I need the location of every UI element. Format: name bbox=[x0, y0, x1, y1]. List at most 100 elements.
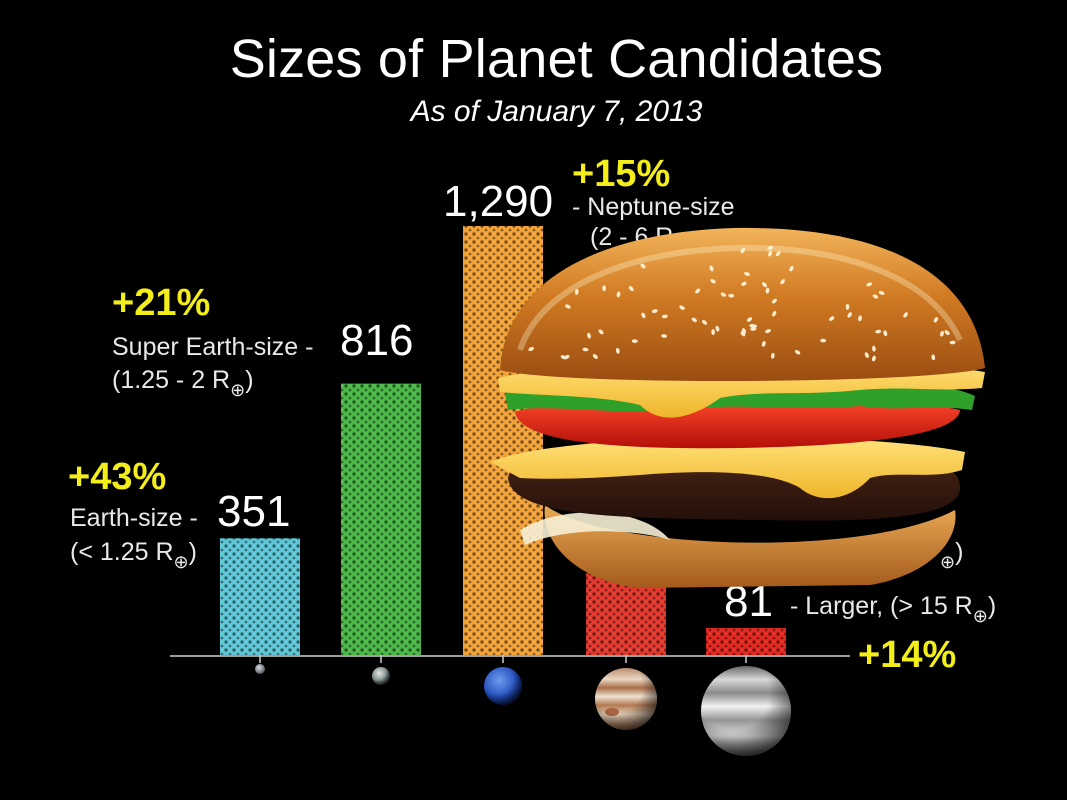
larger-range-close: ) bbox=[988, 592, 996, 620]
neptune-value-label: 1,290 bbox=[443, 177, 553, 226]
sesame-seed bbox=[740, 247, 746, 254]
sesame-seed bbox=[661, 334, 668, 338]
sesame-seed bbox=[709, 265, 714, 272]
sesame-seed bbox=[770, 352, 775, 359]
earth-pct-label: +43% bbox=[68, 456, 166, 498]
sesame-seed bbox=[847, 312, 852, 318]
sesame-seed bbox=[710, 278, 716, 284]
chart-subtitle: As of January 7, 2013 bbox=[410, 95, 703, 128]
sesame-seed bbox=[762, 282, 767, 288]
sesame-seed bbox=[931, 354, 936, 361]
sesame-seed bbox=[767, 245, 774, 250]
sesame-seed bbox=[631, 339, 638, 343]
sesame-seed bbox=[628, 286, 634, 292]
sesame-seed bbox=[940, 330, 944, 337]
neptune-planet-icon bbox=[484, 667, 522, 705]
super-earth-range-close: ) bbox=[245, 366, 253, 394]
larger-bar-texture bbox=[706, 628, 786, 655]
sesame-seed bbox=[765, 287, 770, 294]
neptune-bar-texture bbox=[463, 226, 543, 655]
sesame-seed bbox=[772, 310, 777, 317]
super-earth-value-label: 816 bbox=[340, 316, 413, 365]
jupiter-planet-icon bbox=[595, 668, 657, 730]
sesame-seed bbox=[602, 285, 606, 292]
jupiter-symbol: ⊕ bbox=[940, 552, 955, 572]
earth-size-annotation: +43% Earth-size - 351 (< 1.25 R⊕) bbox=[68, 456, 290, 572]
svg-text:⊕): ⊕) bbox=[940, 538, 963, 572]
larger-annotation: 81 - Larger, (> 15 R⊕) +14% bbox=[724, 577, 996, 676]
jupiter-annotation: ⊕) bbox=[940, 538, 963, 572]
sesame-seed bbox=[789, 265, 794, 272]
hamburger-overlay-icon bbox=[490, 227, 985, 588]
sesame-seed bbox=[661, 314, 668, 319]
sesame-seed bbox=[750, 327, 757, 331]
super-earth-planet-icon bbox=[372, 667, 390, 685]
super-earth-name-label: Super Earth-size - bbox=[112, 333, 313, 361]
sesame-seed bbox=[528, 346, 535, 352]
neptune-annotation: +15% 1,290 - Neptune-size (2 - 6 R bbox=[443, 153, 735, 251]
larger-pct-label: +14% bbox=[858, 634, 956, 676]
chart-title: Sizes of Planet Candidates bbox=[229, 29, 884, 89]
super-earth-annotation: +21% Super Earth-size - 816 (1.25 - 2 R⊕… bbox=[112, 282, 413, 400]
sesame-seed bbox=[701, 320, 708, 325]
sesame-seed bbox=[775, 251, 781, 257]
sesame-seed bbox=[944, 330, 950, 336]
sesame-seed bbox=[574, 288, 579, 295]
sesame-seed bbox=[679, 305, 685, 310]
neptune-name-label: - Neptune-size bbox=[572, 193, 735, 221]
sesame-seed bbox=[651, 309, 658, 313]
earth-bar-texture bbox=[220, 538, 300, 655]
sesame-seed bbox=[711, 329, 715, 335]
sesame-seed bbox=[582, 347, 589, 352]
larger-planet-icon bbox=[701, 666, 791, 756]
earth-name-label: Earth-size - bbox=[70, 504, 198, 532]
sesame-seed bbox=[872, 294, 879, 299]
sesame-seed bbox=[878, 290, 885, 295]
larger-name-label: - Larger, (> 15 R bbox=[790, 592, 973, 620]
sesame-seed bbox=[695, 288, 701, 294]
sesame-seed bbox=[592, 354, 598, 359]
sesame-seed bbox=[933, 317, 939, 323]
sesame-seed bbox=[794, 350, 801, 355]
sesame-seed bbox=[765, 329, 771, 334]
sesame-seed bbox=[866, 282, 873, 287]
sesame-seed bbox=[845, 303, 850, 310]
sesame-seed bbox=[741, 281, 747, 286]
sesame-seed bbox=[744, 271, 750, 276]
earth-planet-icon bbox=[255, 664, 265, 674]
svg-text:(1.25 - 2 R⊕): (1.25 - 2 R⊕) bbox=[112, 366, 254, 400]
bars-group bbox=[220, 226, 786, 655]
earth-symbol: ⊕ bbox=[174, 552, 189, 572]
sesame-seed bbox=[751, 324, 758, 329]
earth-range-close: ) bbox=[189, 538, 197, 566]
sesame-seed bbox=[641, 312, 646, 319]
super-earth-symbol: ⊕ bbox=[230, 380, 245, 400]
sesame-seed bbox=[728, 293, 735, 298]
sesame-seed bbox=[616, 291, 621, 298]
sesame-seed bbox=[864, 352, 869, 358]
sesame-seed bbox=[858, 315, 862, 322]
sesame-seed bbox=[746, 317, 753, 322]
super-earth-range-label: (1.25 - 2 R bbox=[112, 366, 230, 394]
sesame-seed bbox=[587, 332, 591, 339]
sesame-seed bbox=[598, 329, 604, 335]
svg-text:(< 1.25 R⊕): (< 1.25 R⊕) bbox=[70, 538, 197, 572]
sesame-seed bbox=[761, 340, 766, 347]
sesame-seed bbox=[691, 317, 697, 323]
super-earth-pct-label: +21% bbox=[112, 282, 210, 324]
super-earth-bar-texture bbox=[341, 383, 421, 655]
x-axis-ticks bbox=[259, 655, 747, 663]
sesame-seed bbox=[768, 250, 773, 257]
neptune-pct-label: +15% bbox=[572, 153, 670, 195]
sesame-seed bbox=[741, 328, 747, 334]
sesame-seed bbox=[949, 340, 956, 345]
sesame-seed bbox=[640, 263, 646, 269]
sesame-seed bbox=[715, 325, 720, 332]
sesame-seed bbox=[720, 292, 727, 297]
sesame-seed bbox=[820, 338, 827, 343]
sesame-seed bbox=[883, 330, 888, 337]
earth-value-label: 351 bbox=[217, 487, 290, 536]
jupiter-range-close: ) bbox=[955, 538, 963, 566]
